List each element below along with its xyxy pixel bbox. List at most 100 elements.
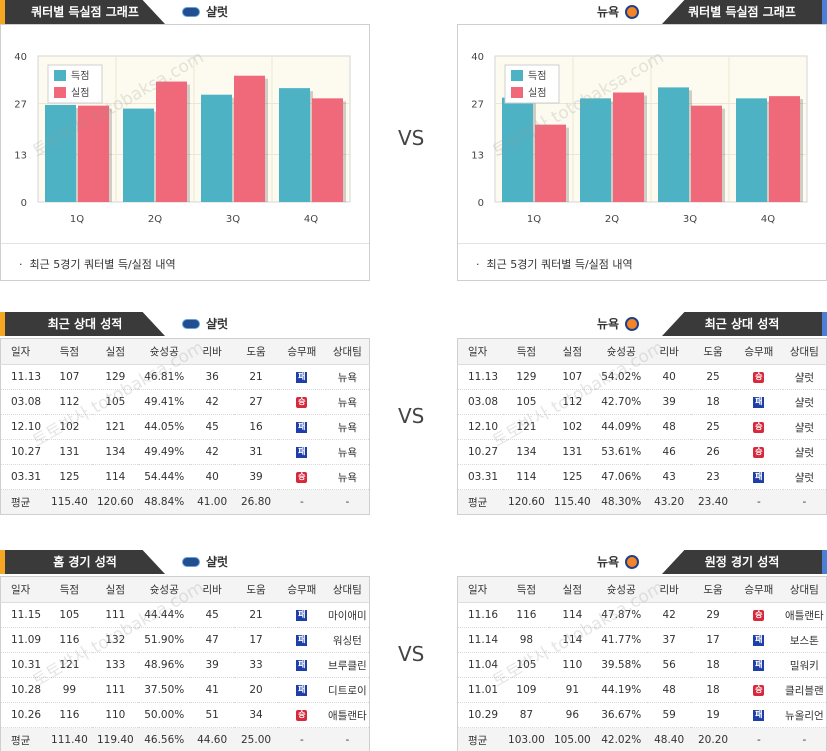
table-cell: 27 — [234, 389, 278, 415]
table-cell: 107 — [46, 364, 93, 390]
legend-swatch-conceded — [511, 87, 523, 98]
average-cell: 120.60 — [503, 489, 550, 515]
table-row: 11.13 129 107 54.02% 40 25 승 샬럿 — [457, 364, 827, 390]
home-stats-table: 일자 득점 실점 슛성공 리바 도움 승무패 상대팀 11.15 105 111 44.44% 45 21… — [0, 576, 370, 751]
table-cell: 21 — [234, 364, 278, 390]
win-badge: 승 — [296, 709, 308, 721]
average-row: 평균 103.00 105.00 42.02% 48.40 20.20- - — [457, 727, 827, 751]
average-cell: - — [782, 727, 827, 751]
table-cell: 39 — [234, 464, 278, 490]
table-cell: 17 — [234, 627, 278, 653]
column-header: 리바 — [647, 338, 692, 365]
table-cell: 18 — [691, 677, 735, 703]
column-header: 상대팀 — [782, 338, 827, 365]
table-cell: 105 — [92, 389, 139, 415]
table-cell: 뉴욕 — [325, 439, 370, 465]
table-cell: 11.14 — [457, 627, 504, 653]
table-cell: 10.27 — [457, 439, 504, 465]
result-cell: 패 — [734, 627, 783, 653]
average-cell: 23.40 — [691, 489, 735, 515]
table-cell: 134 — [92, 439, 139, 465]
table-cell: 121 — [46, 652, 93, 678]
table-row: 10.31 121 133 48.96% 39 33 패 브루클린 — [0, 652, 370, 678]
result-cell: 패 — [277, 677, 326, 703]
hornets-logo-icon — [182, 319, 200, 329]
average-cell: - — [325, 489, 370, 515]
table-cell: 111 — [92, 602, 139, 628]
table-cell: 132 — [92, 627, 139, 653]
table-cell: 129 — [503, 364, 550, 390]
loss-badge: 패 — [296, 684, 308, 696]
x-tick-label: 2Q — [148, 214, 162, 225]
average-cell: - — [277, 727, 326, 751]
table-cell: 49.49% — [138, 439, 191, 465]
tab-accent — [0, 0, 5, 24]
x-tick-label: 1Q — [527, 214, 541, 225]
table-cell: 뉴욕 — [325, 414, 370, 440]
table-cell: 11.04 — [457, 652, 504, 678]
table-cell: 18 — [691, 389, 735, 415]
column-header: 득점 — [503, 338, 550, 365]
chart-note-text: 최근 5경기 쿼터별 득/실점 내역 — [29, 258, 176, 271]
column-header: 슛성공 — [138, 338, 191, 365]
y-tick-label: 13 — [471, 151, 484, 162]
table-cell: 134 — [503, 439, 550, 465]
table-cell: 37.50% — [138, 677, 191, 703]
loss-badge: 패 — [296, 659, 308, 671]
table-cell: 디트로이 — [325, 677, 370, 703]
table-cell: 17 — [691, 627, 735, 653]
table-cell: 121 — [503, 414, 550, 440]
tab-accent — [822, 550, 827, 574]
table-cell: 애틀랜타 — [325, 702, 370, 728]
bar-conceded — [691, 105, 722, 202]
table-row: 03.31 125 114 54.44% 40 39 승 뉴욕 — [0, 464, 370, 490]
table-cell: 51 — [190, 702, 235, 728]
table-cell: 애틀랜타 — [782, 602, 827, 628]
table-cell: 121 — [92, 414, 139, 440]
loss-badge: 패 — [753, 634, 765, 646]
result-cell: 패 — [277, 439, 326, 465]
result-cell: 승 — [277, 389, 326, 415]
result-cell: 승 — [734, 602, 783, 628]
table-cell: 54.44% — [138, 464, 191, 490]
table-cell: 43 — [647, 464, 692, 490]
loss-badge: 패 — [753, 471, 765, 483]
table-cell: 42 — [190, 439, 235, 465]
win-badge: 승 — [753, 371, 765, 383]
result-cell: 승 — [734, 414, 783, 440]
table-cell: 16 — [234, 414, 278, 440]
team-right-header: 뉴욕 — [597, 0, 640, 24]
table-cell: 87 — [503, 702, 550, 728]
table-cell: 46 — [647, 439, 692, 465]
column-header: 상대팀 — [325, 576, 370, 603]
loss-badge: 패 — [296, 421, 308, 433]
result-cell: 패 — [734, 389, 783, 415]
tab-accent — [0, 312, 5, 336]
table-cell: 뉴올리언 — [782, 702, 827, 728]
team-left-name: 샬럿 — [206, 5, 229, 19]
average-cell: 44.60 — [190, 727, 235, 751]
table-cell: 밀워키 — [782, 652, 827, 678]
table-cell: 47.06% — [595, 464, 648, 490]
table-cell: 111 — [92, 677, 139, 703]
table-cell: 50.00% — [138, 702, 191, 728]
legend-swatch-scored — [54, 70, 66, 81]
table-header-row: 일자 득점 실점 슛성공 리바 도움 승무패 상대팀 — [457, 338, 827, 365]
table-cell: 116 — [503, 602, 550, 628]
average-cell: 46.56% — [138, 727, 191, 751]
column-header: 리바 — [190, 576, 235, 603]
table-cell: 114 — [549, 627, 596, 653]
team-left-header: 샬럿 — [182, 0, 228, 24]
column-header: 상대팀 — [782, 576, 827, 603]
result-cell: 승 — [277, 702, 326, 728]
hornets-logo-icon — [182, 7, 200, 17]
table-cell: 109 — [503, 677, 550, 703]
table-cell: 40 — [647, 364, 692, 390]
average-cell: - — [277, 489, 326, 515]
table-cell: 47.87% — [595, 602, 648, 628]
bar-scored — [123, 108, 154, 202]
table-cell: 샬럿 — [782, 389, 827, 415]
average-cell: - — [734, 727, 783, 751]
column-header: 도움 — [691, 576, 735, 603]
table-row: 11.14 98 114 41.77% 37 17 패 보스톤 — [457, 627, 827, 653]
